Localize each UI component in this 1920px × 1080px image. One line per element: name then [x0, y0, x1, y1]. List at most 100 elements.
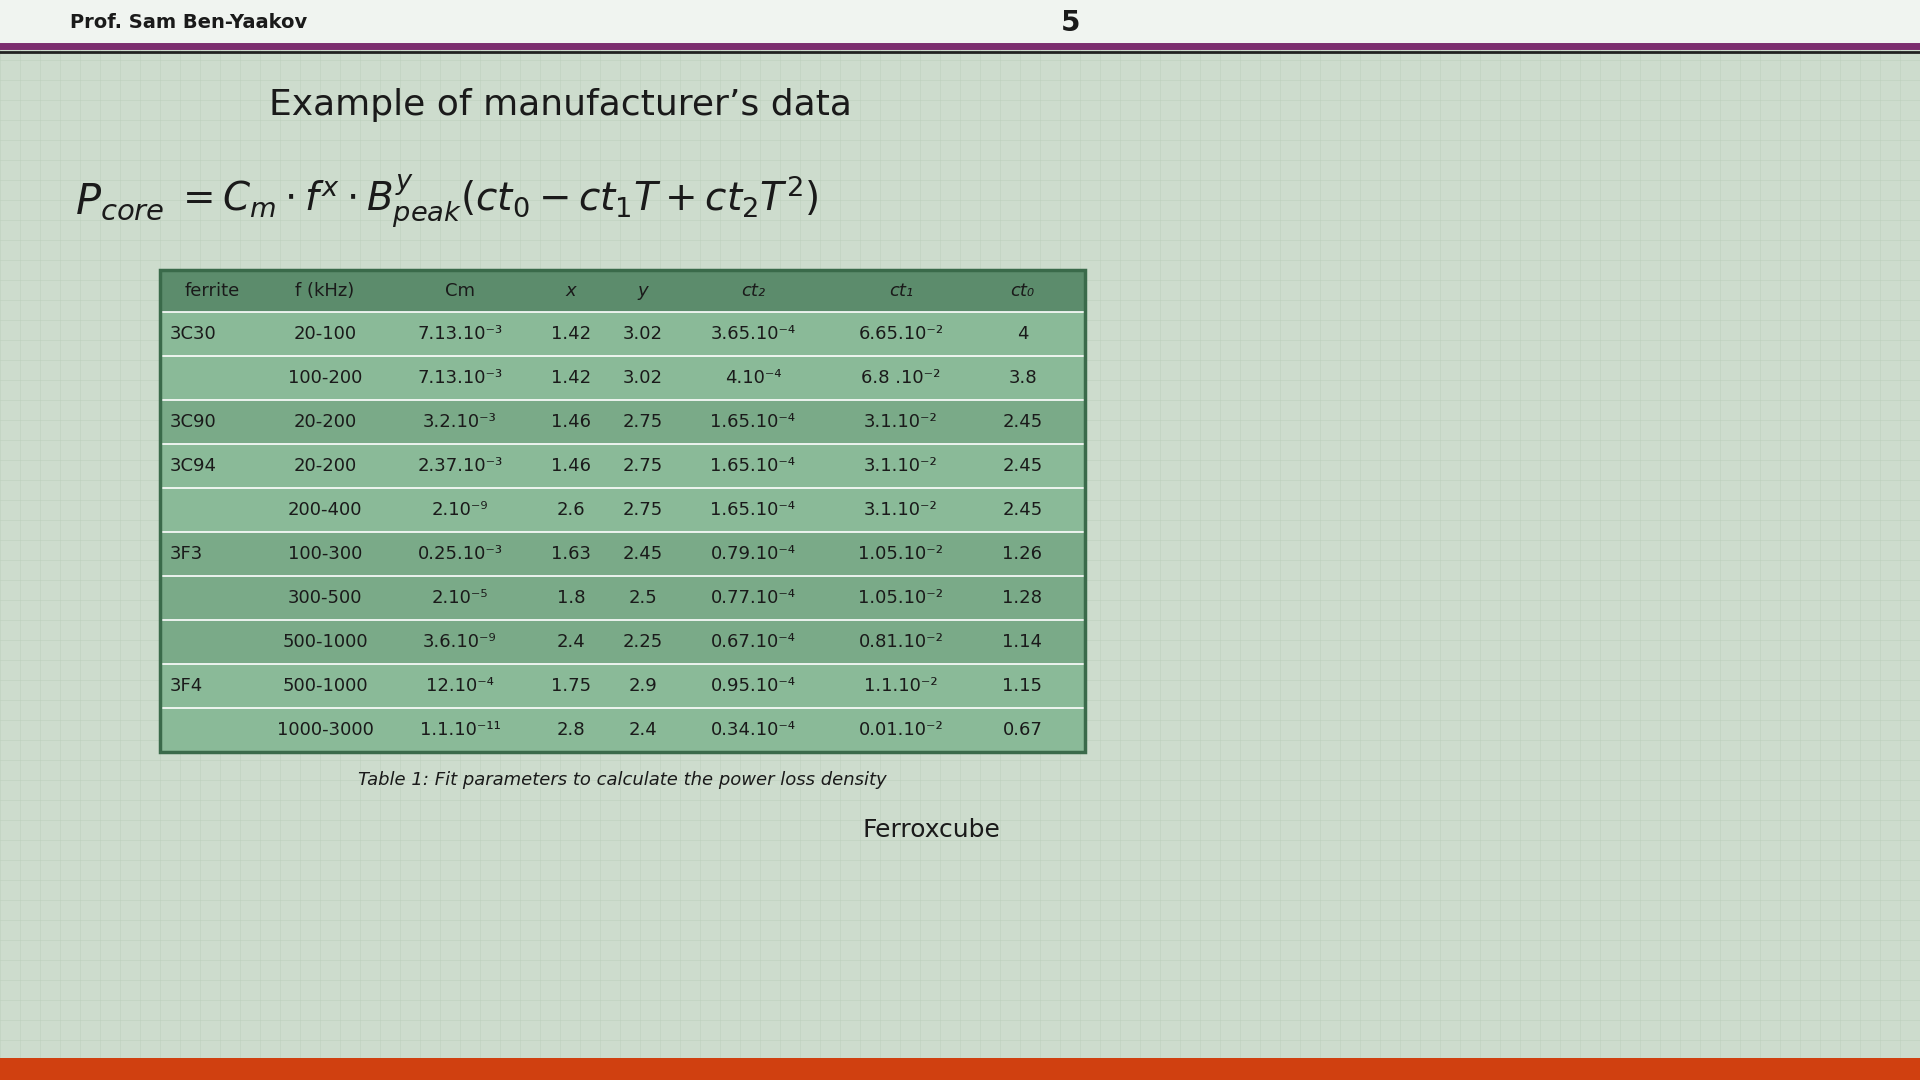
Text: 1.46: 1.46 — [551, 413, 591, 431]
Text: 2.8: 2.8 — [557, 721, 586, 739]
FancyBboxPatch shape — [159, 444, 1085, 488]
Text: 3.8: 3.8 — [1008, 369, 1037, 387]
Text: 0.01.10⁻²: 0.01.10⁻² — [858, 721, 943, 739]
FancyBboxPatch shape — [159, 708, 1085, 752]
Text: 2.45: 2.45 — [1002, 457, 1043, 475]
Text: 2.45: 2.45 — [1002, 501, 1043, 519]
Text: 1.46: 1.46 — [551, 457, 591, 475]
Text: 2.4: 2.4 — [628, 721, 657, 739]
Text: 2.45: 2.45 — [622, 545, 662, 563]
Text: 0.77.10⁻⁴: 0.77.10⁻⁴ — [710, 589, 795, 607]
Text: 1.15: 1.15 — [1002, 677, 1043, 696]
Text: 500-1000: 500-1000 — [282, 677, 369, 696]
Text: 0.25.10⁻³: 0.25.10⁻³ — [417, 545, 503, 563]
Text: ct₀: ct₀ — [1010, 282, 1035, 300]
Text: 1.8: 1.8 — [557, 589, 586, 607]
Text: 6.65.10⁻²: 6.65.10⁻² — [858, 325, 943, 343]
Text: 1.1.10⁻¹¹: 1.1.10⁻¹¹ — [420, 721, 501, 739]
Text: 1.65.10⁻⁴: 1.65.10⁻⁴ — [710, 413, 795, 431]
Text: 3.02: 3.02 — [622, 325, 662, 343]
Text: f (kHz): f (kHz) — [296, 282, 355, 300]
Text: 3.6.10⁻⁹: 3.6.10⁻⁹ — [422, 633, 497, 651]
Text: $= C_m \cdot f^x \cdot B^y_{peak}(ct_0-ct_1T+ct_2T^2)$: $= C_m \cdot f^x \cdot B^y_{peak}(ct_0-c… — [175, 174, 818, 230]
Text: 7.13.10⁻³: 7.13.10⁻³ — [417, 369, 503, 387]
Text: ferrite: ferrite — [184, 282, 240, 300]
FancyBboxPatch shape — [159, 488, 1085, 532]
Text: 3C30: 3C30 — [171, 325, 217, 343]
Text: Prof. Sam Ben-Yaakov: Prof. Sam Ben-Yaakov — [69, 13, 307, 32]
Text: 200-400: 200-400 — [288, 501, 363, 519]
Text: 3.02: 3.02 — [622, 369, 662, 387]
Text: Ferroxcube: Ferroxcube — [862, 818, 1000, 842]
Text: ct₂: ct₂ — [741, 282, 764, 300]
Text: 0.81.10⁻²: 0.81.10⁻² — [858, 633, 943, 651]
Text: $\mathit{P}_{core}$: $\mathit{P}_{core}$ — [75, 181, 165, 222]
Text: 2.5: 2.5 — [628, 589, 657, 607]
Text: y: y — [637, 282, 649, 300]
Text: 1.42: 1.42 — [551, 369, 591, 387]
Text: 1.05.10⁻²: 1.05.10⁻² — [858, 545, 943, 563]
Text: 2.10⁻⁵: 2.10⁻⁵ — [432, 589, 488, 607]
Text: 2.75: 2.75 — [622, 413, 662, 431]
Text: 2.10⁻⁹: 2.10⁻⁹ — [432, 501, 488, 519]
FancyBboxPatch shape — [159, 664, 1085, 708]
Text: 3.1.10⁻²: 3.1.10⁻² — [864, 413, 937, 431]
Text: 3.2.10⁻³: 3.2.10⁻³ — [422, 413, 497, 431]
Text: 1.75: 1.75 — [551, 677, 591, 696]
Text: 3C94: 3C94 — [171, 457, 217, 475]
FancyBboxPatch shape — [0, 0, 1920, 45]
Text: 4.10⁻⁴: 4.10⁻⁴ — [724, 369, 781, 387]
FancyBboxPatch shape — [159, 270, 1085, 312]
Text: Example of manufacturer’s data: Example of manufacturer’s data — [269, 87, 851, 122]
Text: 3F3: 3F3 — [171, 545, 204, 563]
Text: x: x — [566, 282, 576, 300]
Text: 0.34.10⁻⁴: 0.34.10⁻⁴ — [710, 721, 795, 739]
FancyBboxPatch shape — [159, 356, 1085, 400]
FancyBboxPatch shape — [159, 312, 1085, 356]
FancyBboxPatch shape — [159, 576, 1085, 620]
Text: 1000-3000: 1000-3000 — [276, 721, 372, 739]
Text: 1.65.10⁻⁴: 1.65.10⁻⁴ — [710, 457, 795, 475]
Text: 1.63: 1.63 — [551, 545, 591, 563]
Text: 3.65.10⁻⁴: 3.65.10⁻⁴ — [710, 325, 795, 343]
Text: 1.28: 1.28 — [1002, 589, 1043, 607]
Text: Table 1: Fit parameters to calculate the power loss density: Table 1: Fit parameters to calculate the… — [359, 771, 887, 789]
FancyBboxPatch shape — [159, 620, 1085, 664]
Text: 1.42: 1.42 — [551, 325, 591, 343]
Text: 6.8 .10⁻²: 6.8 .10⁻² — [862, 369, 941, 387]
FancyBboxPatch shape — [159, 400, 1085, 444]
FancyBboxPatch shape — [0, 1058, 1920, 1080]
Text: 500-1000: 500-1000 — [282, 633, 369, 651]
Text: 1.65.10⁻⁴: 1.65.10⁻⁴ — [710, 501, 795, 519]
Text: 4: 4 — [1018, 325, 1029, 343]
Text: 3C90: 3C90 — [171, 413, 217, 431]
Text: 300-500: 300-500 — [288, 589, 363, 607]
Text: 2.4: 2.4 — [557, 633, 586, 651]
Text: 5: 5 — [1060, 9, 1079, 37]
Text: 1.1.10⁻²: 1.1.10⁻² — [864, 677, 937, 696]
Text: 100-300: 100-300 — [288, 545, 363, 563]
Text: 12.10⁻⁴: 12.10⁻⁴ — [426, 677, 493, 696]
Text: 3.1.10⁻²: 3.1.10⁻² — [864, 501, 937, 519]
Text: 2.45: 2.45 — [1002, 413, 1043, 431]
Text: 1.26: 1.26 — [1002, 545, 1043, 563]
Text: 2.25: 2.25 — [622, 633, 662, 651]
Text: 20-200: 20-200 — [294, 457, 357, 475]
FancyBboxPatch shape — [159, 532, 1085, 576]
Text: 2.37.10⁻³: 2.37.10⁻³ — [417, 457, 503, 475]
Text: 2.75: 2.75 — [622, 501, 662, 519]
Text: 0.95.10⁻⁴: 0.95.10⁻⁴ — [710, 677, 795, 696]
Text: 20-200: 20-200 — [294, 413, 357, 431]
Text: 1.14: 1.14 — [1002, 633, 1043, 651]
Text: ct₁: ct₁ — [889, 282, 914, 300]
Text: 3.1.10⁻²: 3.1.10⁻² — [864, 457, 937, 475]
Text: 2.6: 2.6 — [557, 501, 586, 519]
Text: 20-100: 20-100 — [294, 325, 357, 343]
Text: 1.05.10⁻²: 1.05.10⁻² — [858, 589, 943, 607]
Text: 2.9: 2.9 — [628, 677, 657, 696]
Text: 0.79.10⁻⁴: 0.79.10⁻⁴ — [710, 545, 795, 563]
Text: 0.67: 0.67 — [1002, 721, 1043, 739]
Text: 2.75: 2.75 — [622, 457, 662, 475]
Text: 0.67.10⁻⁴: 0.67.10⁻⁴ — [710, 633, 795, 651]
Text: 100-200: 100-200 — [288, 369, 363, 387]
